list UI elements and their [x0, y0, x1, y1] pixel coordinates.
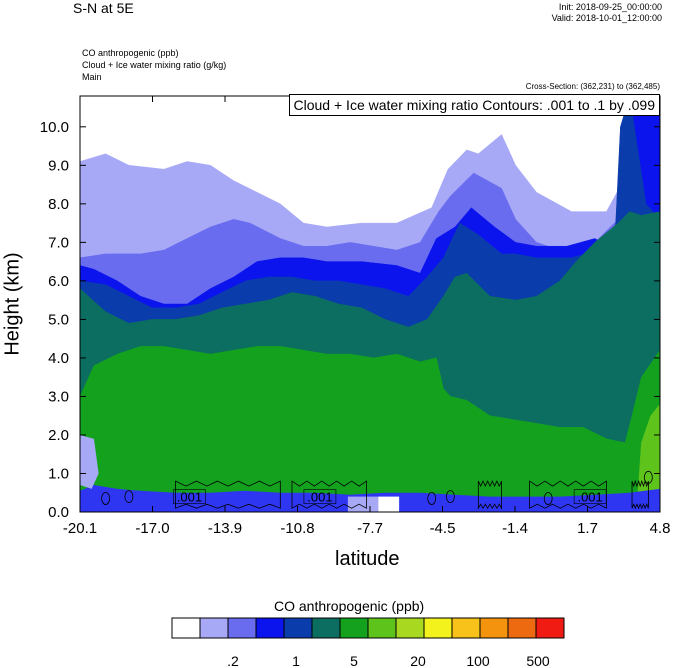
- x-tick-label: 1.7: [577, 520, 598, 537]
- colorbar-label: 5: [350, 653, 358, 668]
- colorbar-swatch: [535, 617, 565, 639]
- surface-lavender-patch: [347, 496, 379, 512]
- colorbar-swatch: [199, 617, 229, 639]
- colorbar-swatch: [479, 617, 509, 639]
- contour-line: [175, 480, 281, 509]
- colorbar-label: .2: [227, 653, 239, 668]
- y-tick-label: 5.0: [48, 311, 69, 328]
- cross-section-label: Cross-Section: (362,231) to (362,485): [525, 82, 660, 91]
- contour-loop: [445, 490, 455, 503]
- field-label-main: Main: [82, 72, 102, 82]
- y-tick-label: 8.0: [48, 196, 69, 213]
- contour-line: [291, 480, 367, 509]
- colorbar-title: CO anthropogenic (ppb): [274, 598, 425, 614]
- x-tick-label: 4.8: [650, 520, 671, 537]
- contour-label: .001: [307, 490, 332, 505]
- y-axis-label: Height (km): [1, 252, 24, 356]
- colorbar-swatch: [255, 617, 285, 639]
- x-tick-label: -17.0: [135, 520, 169, 537]
- colorbar-label: 20: [410, 653, 426, 668]
- y-tick-label: 6.0: [48, 273, 69, 290]
- fill-band-lime-green: [80, 403, 660, 512]
- field-label-co: CO anthropogenic (ppb): [82, 48, 179, 58]
- colorbar-swatch: [395, 617, 425, 639]
- y-tick-label: 4.0: [48, 350, 69, 367]
- x-tick-label: -1.4: [502, 520, 528, 537]
- colorbar-label: 100: [466, 653, 490, 668]
- y-tick-label: 2.0: [48, 427, 69, 444]
- y-tick-label: 9.0: [48, 157, 69, 174]
- y-tick-label: 10.0: [40, 119, 69, 136]
- x-tick-label: -4.5: [430, 520, 456, 537]
- contour-loop: [124, 490, 134, 503]
- colorbar-swatch: [283, 617, 313, 639]
- colorbar-swatch: [507, 617, 537, 639]
- colorbar-label: 1: [292, 653, 300, 668]
- colorbar-swatch: [311, 617, 341, 639]
- field-label-cloud: Cloud + Ice water mixing ratio (g/kg): [82, 60, 227, 70]
- colorbar-swatch: [423, 617, 453, 639]
- contour-line: [631, 479, 649, 510]
- y-tick-label: 7.0: [48, 234, 69, 251]
- contour-loop: [427, 492, 437, 505]
- contour-label: .001: [177, 490, 202, 505]
- y-tick-label: 3.0: [48, 388, 69, 405]
- contour-line: [477, 480, 503, 510]
- contour-loop: [643, 470, 653, 484]
- colorbar-swatch: [339, 617, 369, 639]
- x-axis-label: latitude: [335, 548, 400, 570]
- left-edge-patch: [80, 434, 99, 489]
- contour-label-box: [173, 489, 206, 504]
- x-tick-label: -13.9: [208, 520, 242, 537]
- colorbar-swatch: [451, 617, 481, 639]
- contour-label-box: [303, 489, 337, 504]
- plot-title: S-N at 5E: [73, 0, 134, 16]
- y-tick-label: 0.0: [48, 504, 69, 521]
- contour-label-box: [573, 489, 607, 504]
- fill-band-green: [80, 346, 660, 512]
- colorbar-label: 500: [526, 653, 550, 668]
- contour-loop: [543, 492, 553, 505]
- y-tick-label: 1.0: [48, 465, 69, 482]
- valid-time: Valid: 2018-10-01_12:00:00: [551, 13, 662, 23]
- colorbar-swatch: [367, 617, 397, 639]
- colorbar-swatch: [171, 617, 201, 639]
- colorbar-swatch: [227, 617, 257, 639]
- contour-title: Cloud + Ice water mixing ratio Contours:…: [288, 94, 660, 116]
- x-tick-label: -20.1: [63, 520, 97, 537]
- x-tick-label: -7.7: [357, 520, 383, 537]
- contour-loop: [101, 492, 111, 505]
- init-time: Init: 2018-09-25_00:00:00: [558, 2, 662, 12]
- x-tick-label: -10.8: [280, 520, 314, 537]
- contour-line: [529, 480, 607, 509]
- surface-white-patch: [378, 496, 400, 512]
- contour-label: .001: [577, 490, 602, 505]
